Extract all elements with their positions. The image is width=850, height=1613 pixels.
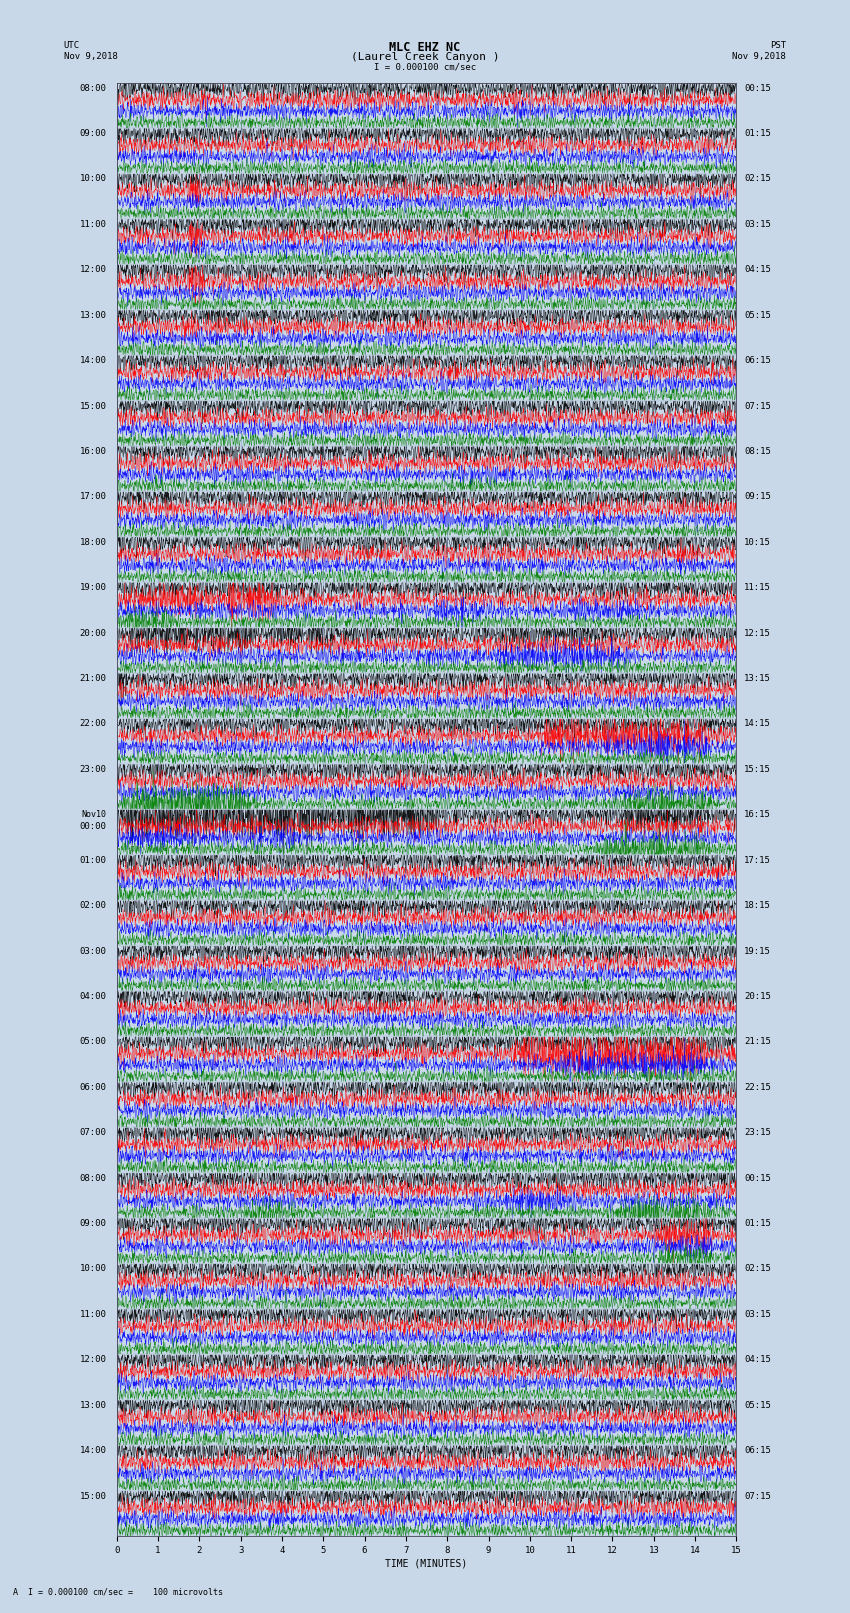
Text: 11:15: 11:15 bbox=[744, 584, 771, 592]
Text: 05:15: 05:15 bbox=[744, 311, 771, 319]
Text: 11:00: 11:00 bbox=[79, 1310, 106, 1319]
Text: 01:00: 01:00 bbox=[79, 857, 106, 865]
Text: 08:15: 08:15 bbox=[744, 447, 771, 456]
Text: 14:00: 14:00 bbox=[79, 356, 106, 365]
Text: 11:00: 11:00 bbox=[79, 219, 106, 229]
Text: 06:15: 06:15 bbox=[744, 356, 771, 365]
Text: 03:15: 03:15 bbox=[744, 219, 771, 229]
Text: 19:15: 19:15 bbox=[744, 947, 771, 955]
Text: 12:00: 12:00 bbox=[79, 265, 106, 274]
Text: PST: PST bbox=[770, 40, 786, 50]
Text: 06:00: 06:00 bbox=[79, 1082, 106, 1092]
Text: 07:15: 07:15 bbox=[744, 1492, 771, 1500]
Text: 18:15: 18:15 bbox=[744, 902, 771, 910]
Text: I = 0.000100 cm/sec: I = 0.000100 cm/sec bbox=[374, 63, 476, 73]
Text: 06:15: 06:15 bbox=[744, 1447, 771, 1455]
Text: 18:00: 18:00 bbox=[79, 537, 106, 547]
Text: 02:15: 02:15 bbox=[744, 1265, 771, 1274]
Text: A  I = 0.000100 cm/sec =    100 microvolts: A I = 0.000100 cm/sec = 100 microvolts bbox=[13, 1587, 223, 1597]
Text: MLC EHZ NC: MLC EHZ NC bbox=[389, 40, 461, 55]
Text: 02:15: 02:15 bbox=[744, 174, 771, 184]
Text: Nov10: Nov10 bbox=[82, 810, 106, 819]
Text: 15:00: 15:00 bbox=[79, 402, 106, 411]
Text: 23:00: 23:00 bbox=[79, 765, 106, 774]
Text: 13:00: 13:00 bbox=[79, 311, 106, 319]
Text: 00:15: 00:15 bbox=[744, 84, 771, 92]
Text: 09:00: 09:00 bbox=[79, 129, 106, 139]
Text: 04:15: 04:15 bbox=[744, 1355, 771, 1365]
Text: Nov 9,2018: Nov 9,2018 bbox=[733, 52, 786, 61]
Text: 08:00: 08:00 bbox=[79, 1174, 106, 1182]
Text: 04:15: 04:15 bbox=[744, 265, 771, 274]
Text: 13:00: 13:00 bbox=[79, 1400, 106, 1410]
Text: 00:00: 00:00 bbox=[79, 823, 106, 831]
Text: 20:00: 20:00 bbox=[79, 629, 106, 637]
Text: 04:00: 04:00 bbox=[79, 992, 106, 1002]
Text: 07:00: 07:00 bbox=[79, 1127, 106, 1137]
Text: 01:15: 01:15 bbox=[744, 1219, 771, 1227]
Text: 10:00: 10:00 bbox=[79, 1265, 106, 1274]
Text: 12:15: 12:15 bbox=[744, 629, 771, 637]
Text: 15:15: 15:15 bbox=[744, 765, 771, 774]
Text: 09:15: 09:15 bbox=[744, 492, 771, 502]
Text: 10:15: 10:15 bbox=[744, 537, 771, 547]
Text: 22:15: 22:15 bbox=[744, 1082, 771, 1092]
Text: (Laurel Creek Canyon ): (Laurel Creek Canyon ) bbox=[351, 52, 499, 61]
Text: 02:00: 02:00 bbox=[79, 902, 106, 910]
Text: 01:15: 01:15 bbox=[744, 129, 771, 139]
Text: 03:00: 03:00 bbox=[79, 947, 106, 955]
Text: 20:15: 20:15 bbox=[744, 992, 771, 1002]
Text: 00:15: 00:15 bbox=[744, 1174, 771, 1182]
Text: 09:00: 09:00 bbox=[79, 1219, 106, 1227]
Text: Nov 9,2018: Nov 9,2018 bbox=[64, 52, 117, 61]
Text: 10:00: 10:00 bbox=[79, 174, 106, 184]
X-axis label: TIME (MINUTES): TIME (MINUTES) bbox=[385, 1560, 468, 1569]
Text: 03:15: 03:15 bbox=[744, 1310, 771, 1319]
Text: 14:00: 14:00 bbox=[79, 1447, 106, 1455]
Text: 14:15: 14:15 bbox=[744, 719, 771, 729]
Text: 15:00: 15:00 bbox=[79, 1492, 106, 1500]
Text: 17:00: 17:00 bbox=[79, 492, 106, 502]
Text: 12:00: 12:00 bbox=[79, 1355, 106, 1365]
Text: 17:15: 17:15 bbox=[744, 857, 771, 865]
Text: 05:15: 05:15 bbox=[744, 1400, 771, 1410]
Text: 13:15: 13:15 bbox=[744, 674, 771, 682]
Text: 23:15: 23:15 bbox=[744, 1127, 771, 1137]
Text: 16:00: 16:00 bbox=[79, 447, 106, 456]
Text: 08:00: 08:00 bbox=[79, 84, 106, 92]
Text: 05:00: 05:00 bbox=[79, 1037, 106, 1047]
Text: 21:15: 21:15 bbox=[744, 1037, 771, 1047]
Text: UTC: UTC bbox=[64, 40, 80, 50]
Text: 07:15: 07:15 bbox=[744, 402, 771, 411]
Text: 22:00: 22:00 bbox=[79, 719, 106, 729]
Text: 16:15: 16:15 bbox=[744, 810, 771, 819]
Text: 21:00: 21:00 bbox=[79, 674, 106, 682]
Text: 19:00: 19:00 bbox=[79, 584, 106, 592]
